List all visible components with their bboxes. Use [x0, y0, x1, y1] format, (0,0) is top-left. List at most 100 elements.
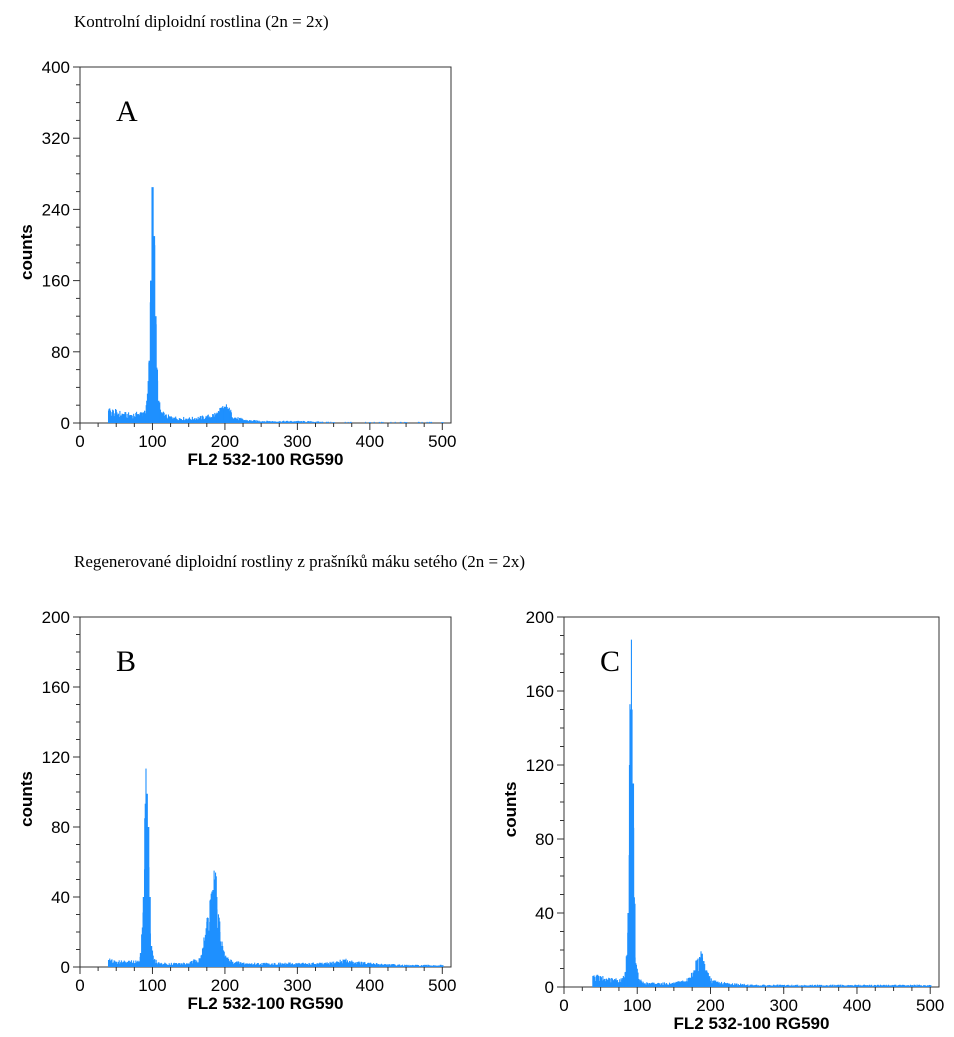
- histogram-channel: [370, 963, 372, 967]
- histogram-channel: [847, 984, 849, 987]
- histogram-channel: [228, 407, 230, 423]
- histogram-channel: [263, 421, 265, 423]
- histogram-channel: [418, 965, 420, 967]
- histogram-bar: [213, 879, 216, 967]
- histogram-channel: [256, 963, 258, 967]
- histogram-channel: [276, 964, 278, 967]
- histogram-channel: [365, 964, 367, 967]
- histogram-channel: [166, 417, 168, 423]
- histogram-channel: [202, 947, 204, 967]
- histogram-channel: [811, 984, 813, 987]
- histogram-channel: [212, 414, 214, 423]
- histogram-channel: [375, 963, 377, 967]
- histogram-channel: [277, 964, 279, 967]
- histogram-channel: [233, 418, 235, 423]
- histogram-channel: [778, 984, 780, 987]
- histogram-bar: [606, 979, 610, 987]
- histogram-channel: [677, 981, 679, 987]
- histogram-channel: [340, 962, 342, 967]
- histogram-channel: [662, 982, 664, 987]
- histogram-channel: [251, 421, 253, 423]
- histogram-channel: [921, 985, 923, 987]
- histogram-channel: [844, 985, 846, 987]
- histogram-channel: [776, 984, 778, 987]
- histogram-channel: [317, 421, 319, 423]
- histogram-channel: [193, 419, 195, 423]
- histogram-channel: [808, 985, 810, 987]
- histogram-channel: [652, 982, 654, 987]
- histogram-channel: [765, 985, 767, 987]
- histogram-channel: [341, 963, 343, 967]
- x-tick-label: 0: [75, 432, 84, 451]
- histogram-channel: [816, 984, 819, 987]
- histogram-bar: [672, 983, 676, 987]
- histogram-channel: [305, 963, 307, 967]
- histogram-channel: [244, 963, 246, 967]
- histogram-channel: [415, 965, 417, 967]
- histogram-channel: [132, 418, 134, 423]
- histogram-channel: [367, 962, 369, 967]
- histogram-bar: [634, 964, 637, 987]
- histogram-channel: [838, 985, 840, 987]
- histogram-channel: [908, 985, 910, 987]
- histogram-channel: [868, 984, 871, 987]
- histogram-channel: [735, 983, 737, 987]
- histogram-channel: [287, 964, 289, 967]
- histogram-channel: [649, 983, 652, 987]
- histogram-channel: [371, 964, 373, 967]
- histogram-channel: [248, 421, 250, 423]
- histogram-channel: [745, 985, 747, 987]
- histogram-channel: [284, 421, 286, 423]
- histogram-channel: [660, 983, 663, 987]
- histogram-channel: [112, 410, 114, 423]
- histogram-channel: [288, 962, 291, 967]
- histogram-channel: [843, 985, 845, 987]
- histogram-channel: [372, 963, 375, 967]
- histogram-channel: [162, 411, 164, 423]
- histogram-channel: [898, 984, 900, 987]
- histogram-channel: [307, 421, 309, 423]
- histogram-channel: [311, 963, 313, 967]
- histogram-channel: [119, 963, 121, 967]
- histogram-channel: [128, 412, 130, 423]
- histogram-channel: [282, 964, 284, 967]
- histogram-channel: [619, 979, 621, 987]
- histogram-channel: [288, 421, 290, 423]
- histogram-channel: [804, 985, 806, 987]
- histogram-channel: [380, 965, 382, 967]
- histogram-channel: [273, 421, 275, 423]
- histogram-channel: [171, 964, 173, 967]
- histogram-channel: [136, 411, 138, 423]
- histogram-channel: [196, 960, 198, 967]
- y-tick-label: 160: [42, 678, 70, 697]
- histogram-channel: [306, 964, 308, 967]
- histogram-channel: [252, 420, 254, 423]
- histogram-channel: [876, 985, 878, 987]
- histogram-channel: [248, 964, 250, 967]
- histogram-channel: [253, 419, 255, 423]
- histogram-channel: [823, 985, 825, 987]
- histogram-channel: [770, 985, 772, 987]
- histogram-channel: [344, 421, 346, 423]
- histogram-channel: [771, 985, 773, 987]
- histogram-channel: [655, 983, 657, 987]
- histogram-channel: [780, 984, 782, 987]
- histogram-channel: [919, 985, 921, 987]
- histogram-channel: [865, 985, 868, 987]
- histogram-channel: [741, 984, 743, 987]
- histogram-channel: [323, 962, 325, 967]
- histogram-channel: [112, 962, 114, 967]
- histogram-channel: [886, 985, 888, 987]
- histogram-channel: [612, 979, 614, 987]
- histogram-channel: [760, 985, 762, 987]
- histogram-channel: [125, 962, 127, 967]
- histogram-channel: [254, 420, 256, 423]
- histogram-channel: [156, 962, 158, 967]
- histogram-channel: [642, 981, 644, 987]
- y-tick-label: 200: [526, 608, 554, 627]
- histogram-channel: [805, 985, 808, 987]
- histogram-channel: [709, 981, 712, 987]
- histogram-channel: [399, 421, 401, 423]
- histogram-channel: [882, 985, 884, 987]
- histogram-channel: [867, 985, 869, 987]
